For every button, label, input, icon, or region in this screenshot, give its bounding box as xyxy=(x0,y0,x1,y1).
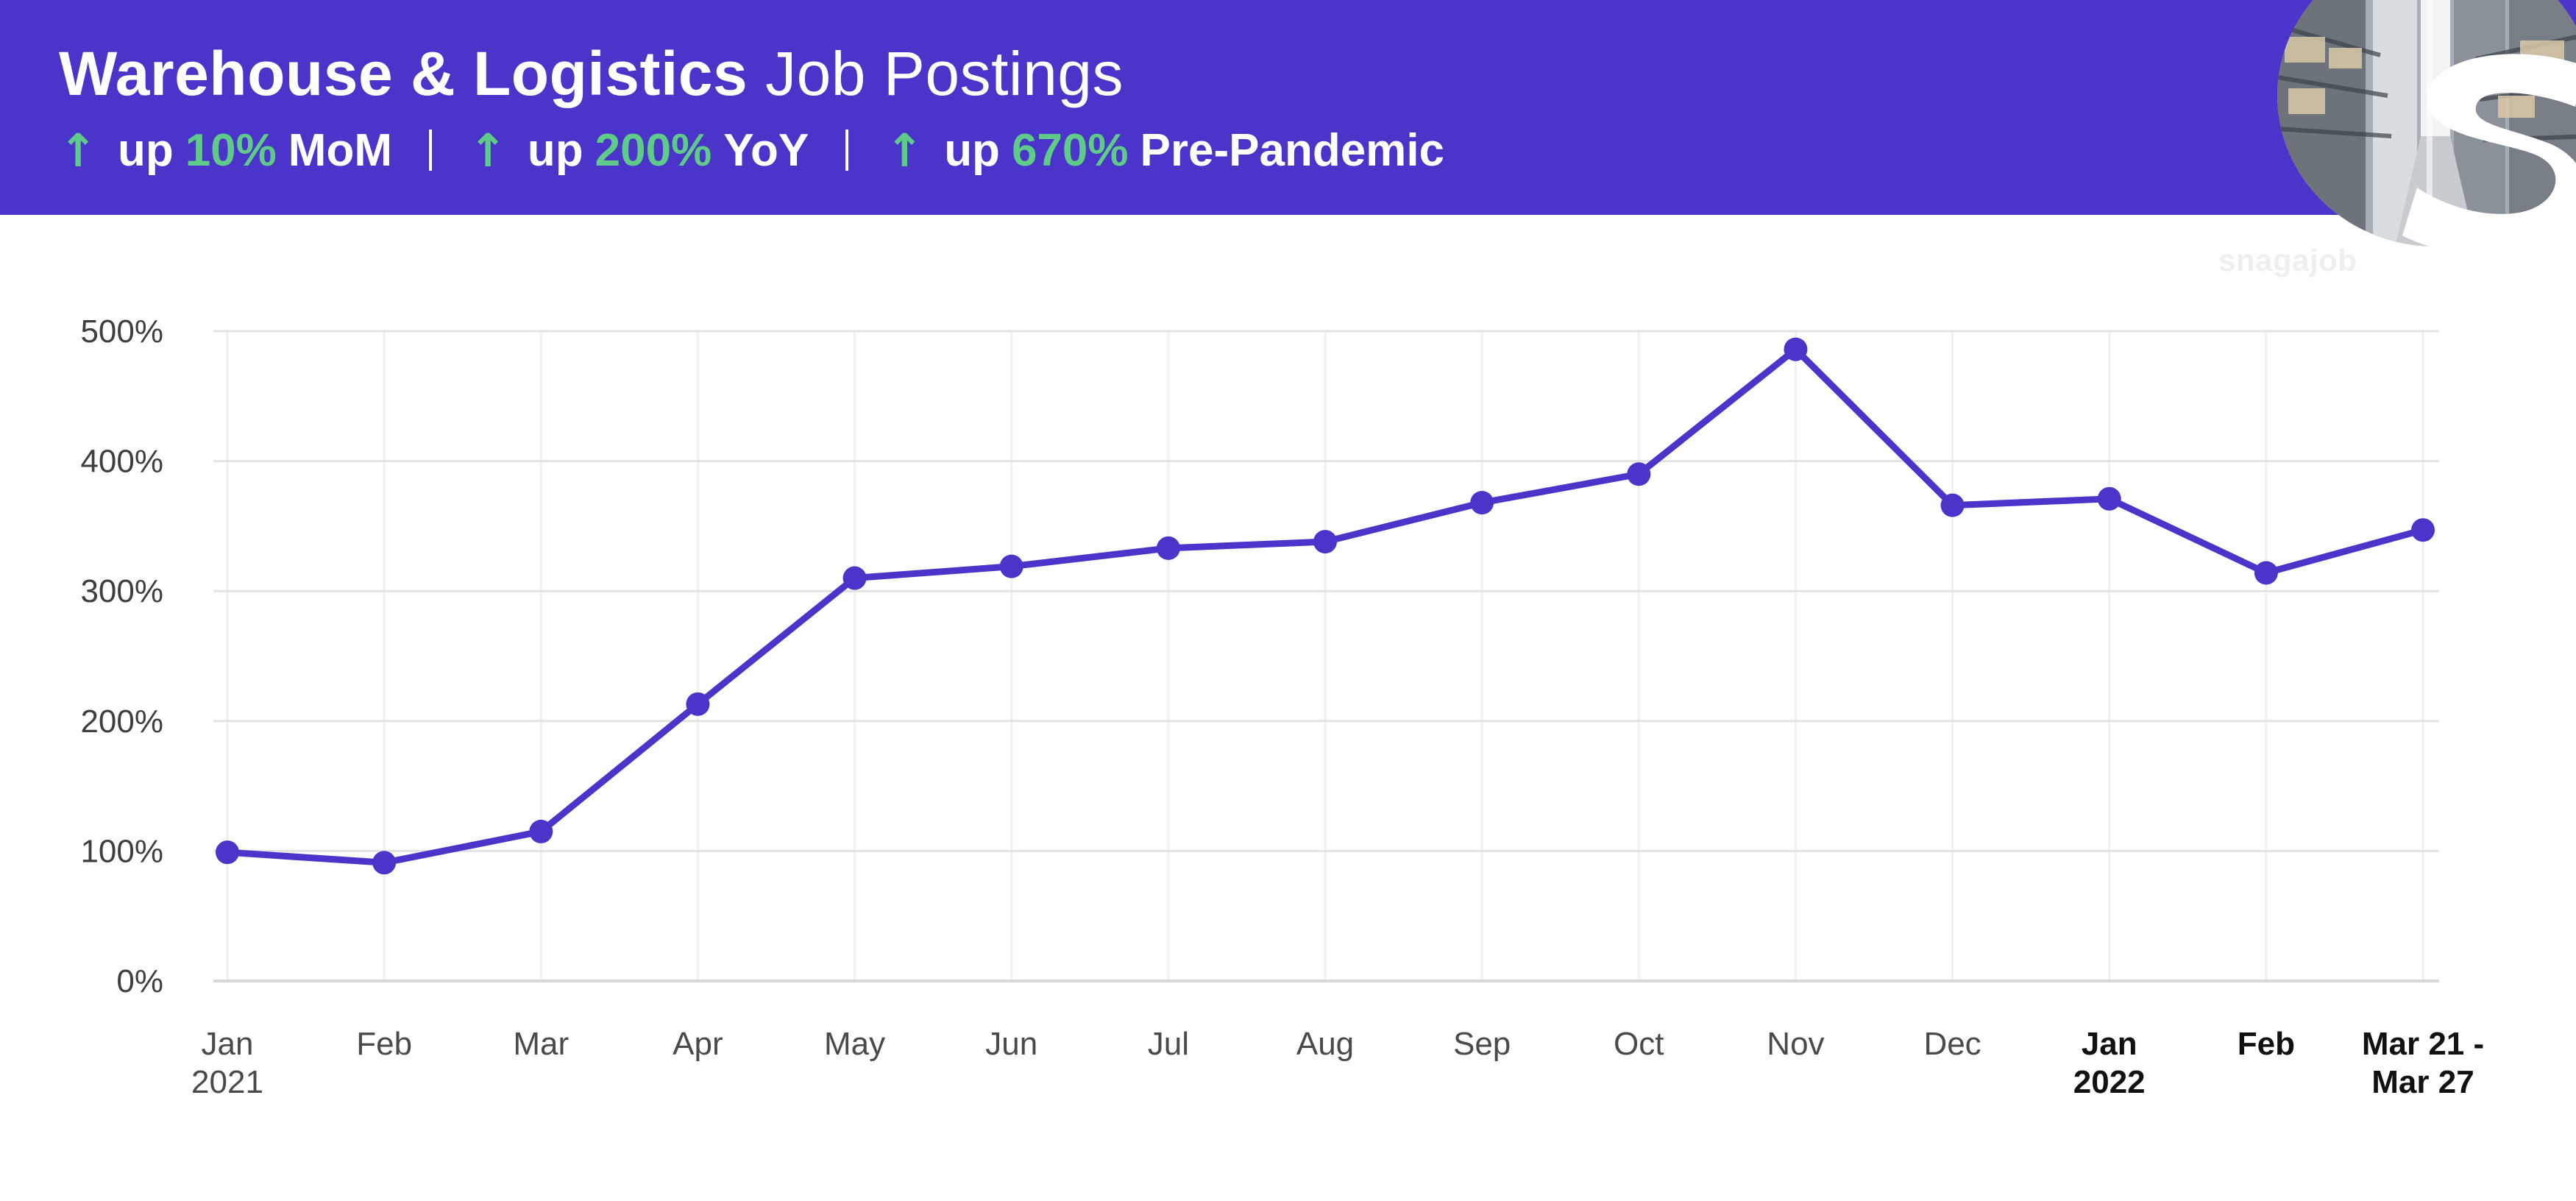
x-axis-tick-label: Mar xyxy=(513,1026,569,1062)
data-point xyxy=(1313,530,1337,554)
snagajob-s-logo-icon xyxy=(2402,54,2576,255)
y-axis-tick-label: 500% xyxy=(80,313,163,350)
x-axis-tick-label: 2022 xyxy=(2073,1064,2146,1100)
stat-prefix: up xyxy=(944,124,1000,176)
x-axis-tick-label: Jan xyxy=(2082,1026,2137,1062)
x-axis-tick-label: Jun xyxy=(985,1026,1037,1062)
data-point xyxy=(216,840,239,865)
y-axis-tick-label: 0% xyxy=(116,963,163,999)
data-point xyxy=(2097,486,2121,511)
x-axis-tick-label: Mar 21 - xyxy=(2362,1026,2484,1062)
header-banner: Warehouse & Logistics Job Postings ↑ up … xyxy=(0,0,2576,215)
stat-prefix: up xyxy=(527,124,583,176)
x-axis-tick-label: Feb xyxy=(2238,1026,2295,1062)
stat-pre-pandemic: ↑ up 670% Pre-Pandemic xyxy=(885,124,1444,177)
data-point xyxy=(372,851,397,875)
stat-prefix: up xyxy=(117,124,174,176)
data-point xyxy=(999,554,1023,578)
stat-mom: ↑ up 10% MoM xyxy=(59,124,392,177)
stat-label: MoM xyxy=(288,124,392,176)
data-point xyxy=(1940,493,1965,517)
data-point xyxy=(1470,491,1494,515)
x-axis-tick-label: Nov xyxy=(1767,1026,1824,1062)
title-bold: Warehouse & Logistics xyxy=(59,39,748,108)
stat-value: 200% xyxy=(595,124,712,176)
stats-row: ↑ up 10% MoM ↑ up 200% YoY ↑ up 670% Pre… xyxy=(59,121,1444,180)
x-axis-tick-label: Feb xyxy=(356,1026,412,1062)
data-point xyxy=(1156,536,1180,560)
x-axis-tick-label: May xyxy=(824,1026,885,1062)
stat-divider xyxy=(845,130,849,171)
up-arrow-icon: ↑ xyxy=(468,123,507,177)
data-point xyxy=(842,566,867,590)
x-axis-tick-label: Jul xyxy=(1148,1026,1189,1062)
snagajob-logo-text: snagajob xyxy=(2218,243,2357,277)
stat-label: YoY xyxy=(723,124,809,176)
stat-value: 670% xyxy=(1011,124,1129,176)
x-axis-tick-label: 2021 xyxy=(191,1064,263,1100)
up-arrow-icon: ↑ xyxy=(885,123,924,177)
stat-divider xyxy=(428,130,432,171)
y-axis-tick-label: 200% xyxy=(80,704,163,740)
x-axis-tick-label: Oct xyxy=(1614,1026,1664,1062)
up-arrow-icon: ↑ xyxy=(59,123,97,177)
stat-label: Pre-Pandemic xyxy=(1140,124,1445,176)
y-axis-tick-label: 400% xyxy=(80,444,163,480)
data-point xyxy=(686,692,710,716)
data-point xyxy=(529,819,553,843)
y-axis-tick-label: 300% xyxy=(80,573,163,609)
page-title: Warehouse & Logistics Job Postings xyxy=(59,37,1124,110)
stat-value: 10% xyxy=(185,124,277,176)
x-axis-tick-label: Jan xyxy=(202,1026,254,1062)
title-light: Job Postings xyxy=(765,39,1124,108)
stat-yoy: ↑ up 200% YoY xyxy=(469,124,809,177)
x-axis-tick-label: Dec xyxy=(1923,1026,1981,1062)
data-point xyxy=(1627,462,1651,486)
y-axis-tick-label: 100% xyxy=(80,833,163,869)
x-axis-tick-label: Aug xyxy=(1296,1026,1354,1062)
x-axis-tick-label: Mar 27 xyxy=(2371,1064,2474,1100)
x-axis-tick-label: Sep xyxy=(1453,1026,1511,1062)
data-point xyxy=(2254,561,2278,585)
x-axis-tick-label: Apr xyxy=(673,1026,723,1062)
data-point xyxy=(2411,518,2435,542)
data-point xyxy=(1784,337,1808,361)
